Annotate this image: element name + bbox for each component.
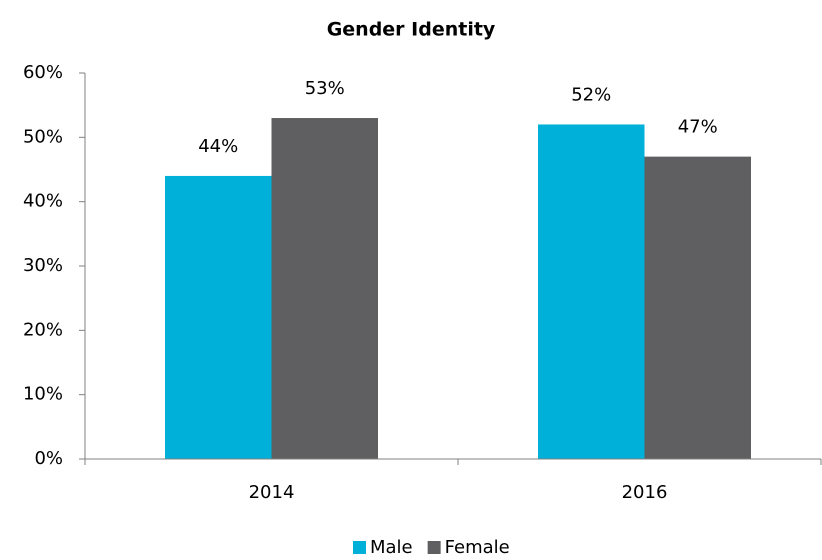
bar (538, 124, 645, 459)
legend-swatch (353, 541, 366, 554)
y-tick-label: 40% (23, 191, 63, 212)
bar (271, 118, 378, 460)
y-tick-label: 10% (23, 384, 63, 405)
y-tick-label: 0% (34, 448, 63, 469)
y-tick-label: 60% (23, 62, 63, 83)
legend-label: Female (445, 537, 510, 558)
legend-label: Male (370, 537, 413, 558)
x-tick-label: 2016 (622, 482, 668, 503)
y-tick-label: 30% (23, 255, 63, 276)
value-label: 44% (198, 136, 238, 157)
chart-title: Gender Identity (327, 19, 496, 41)
value-label: 53% (305, 78, 345, 99)
y-tick-label: 50% (23, 126, 63, 147)
y-tick-label: 20% (23, 319, 63, 340)
x-tick-label: 2014 (249, 482, 295, 503)
value-label: 47% (678, 117, 718, 138)
bar (165, 175, 272, 459)
bar (644, 156, 751, 459)
legend-swatch (427, 541, 441, 554)
value-label: 52% (571, 84, 611, 105)
